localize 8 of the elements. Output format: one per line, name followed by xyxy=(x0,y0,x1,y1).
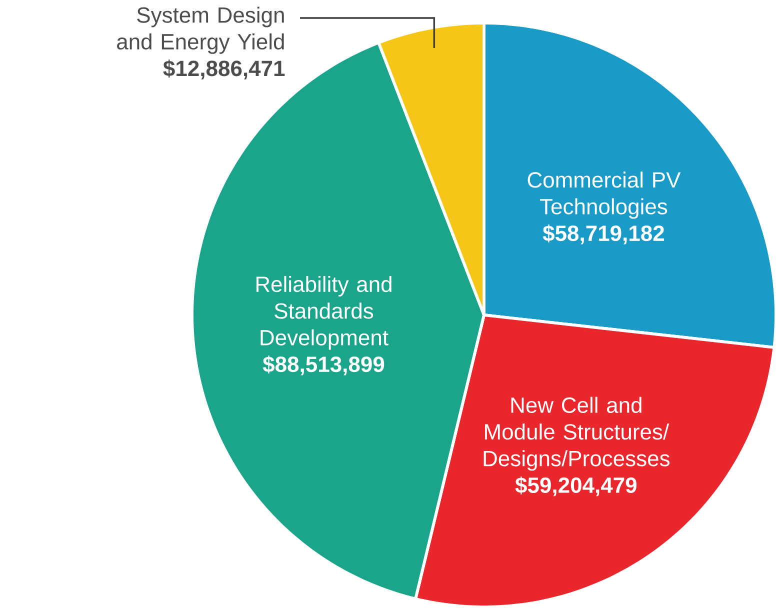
data-label: $88,513,899 xyxy=(262,356,384,376)
data-label: $59,204,479 xyxy=(515,476,637,496)
slice-label: System Design and Energy Yield xyxy=(117,6,284,54)
slice-label: Reliability and Standards Development xyxy=(256,276,392,350)
data-label: $58,719,182 xyxy=(542,224,664,244)
slice-label: New Cell and Module Structures/ Designs/Processes xyxy=(484,396,670,471)
data-label: $12,886,471 xyxy=(163,60,285,80)
slice-label: Commercial PV Technologies xyxy=(528,172,681,219)
